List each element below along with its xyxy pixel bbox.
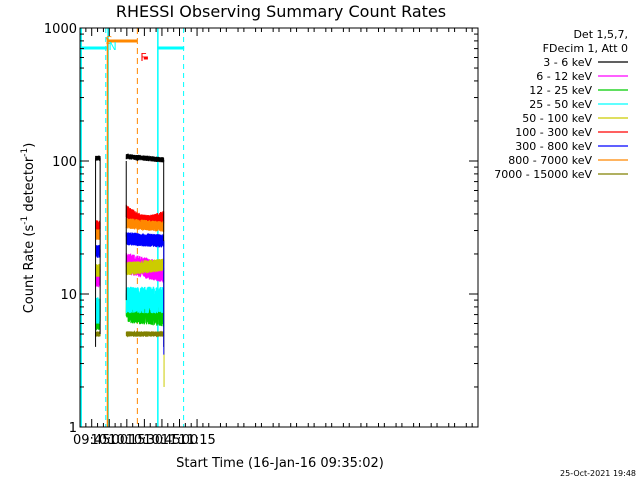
y-tick-label: 100 (52, 155, 77, 170)
legend-entry-label: 50 - 100 keV (522, 112, 592, 125)
chart-title: RHESSI Observing Summary Count Rates (116, 2, 446, 21)
night-label: N (108, 40, 116, 53)
series-trace (95, 297, 101, 324)
y-axis-label: Count Rate (s-1 detector-1) (20, 143, 37, 314)
flare-label: F (140, 51, 146, 64)
series-trace (95, 229, 101, 240)
legend-entry-label: 25 - 50 keV (529, 98, 592, 111)
y-label-sup: -1 (20, 216, 30, 225)
series-trace (95, 155, 101, 161)
series-trace (95, 263, 101, 278)
series-trace (125, 218, 165, 233)
x-tick-label: 11:00 (161, 433, 198, 448)
footer-timestamp: 25-Oct-2021 19:48 (560, 469, 636, 478)
legend-entry-label: 300 - 800 keV (515, 140, 592, 153)
legend-entry-label: 100 - 300 keV (515, 126, 592, 139)
x-tick-label: 10:00 (91, 433, 128, 448)
y-tick-label: 1 (69, 421, 77, 436)
x-tick-label: 11:15 (178, 433, 215, 448)
y-tick-label: 1000 (44, 22, 77, 37)
legend-entry-label: 800 - 7000 keV (508, 154, 592, 167)
series-trace (95, 244, 101, 258)
saa-label: S (106, 34, 113, 47)
series-trace (95, 331, 101, 337)
y-axis: 1 10 100 1000 (44, 22, 478, 436)
series-trace (125, 330, 165, 338)
x-tick-label: 10:45 (143, 433, 180, 448)
legend-entry-label: 7000 - 15000 keV (494, 168, 592, 181)
series-trace (125, 153, 165, 163)
legend-header-line: FDecim 1, Att 0 (543, 42, 628, 55)
series-trace (125, 232, 165, 248)
y-label-sup: -1 (20, 148, 30, 157)
y-label-part: detector (22, 156, 37, 216)
series-trace (125, 258, 165, 276)
x-axis-label: Start Time (16-Jan-16 09:35:02) (176, 456, 384, 471)
x-tick-label: 10:15 (108, 433, 145, 448)
x-tick-label: 10:30 (126, 433, 163, 448)
legend-entry-label: 12 - 25 keV (529, 84, 592, 97)
legend-entry-label: 6 - 12 keV (536, 70, 592, 83)
y-tick-label: 10 (60, 288, 77, 303)
y-label-part: Count Rate (s (22, 225, 37, 314)
series-group (95, 153, 165, 387)
x-tick-label: 09:45 (73, 433, 110, 448)
legend-header-line: Det 1,5,7, (573, 28, 628, 41)
series-trace (125, 286, 165, 314)
y-label-part: ) (22, 143, 37, 148)
legend-entry-label: 3 - 6 keV (543, 56, 592, 69)
